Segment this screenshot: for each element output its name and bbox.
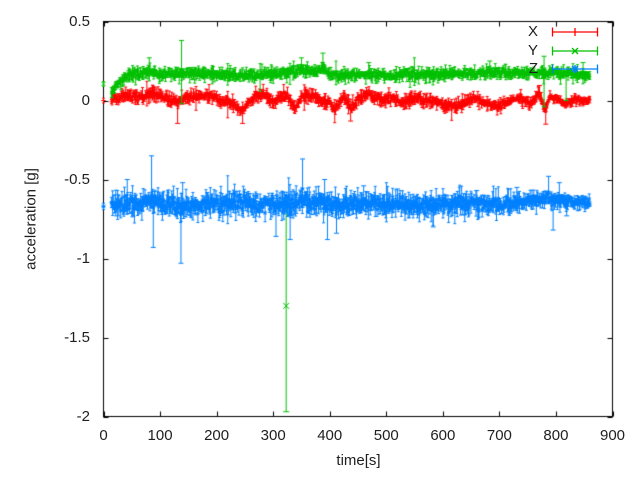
x-tick-label: 400: [317, 427, 343, 444]
legend-label-z: Z: [528, 60, 538, 77]
y-tick-label: -1: [76, 249, 90, 267]
legend-sample-errorbar-y: [551, 46, 599, 55]
x-axis-title: time[s]: [336, 452, 381, 469]
x-tick-label: 300: [260, 427, 286, 444]
y-tick-label: -0.5: [64, 170, 90, 188]
x-tick-label: 100: [147, 427, 173, 444]
legend-label-x: X: [527, 23, 538, 40]
x-tick-label: 500: [373, 427, 399, 444]
y-tick-label: 0.5: [69, 12, 90, 30]
y-tick-label: -1.5: [64, 328, 90, 346]
x-tick-label: 0: [99, 427, 108, 444]
x-tick-label: 800: [543, 427, 569, 444]
x-tick-label: 900: [599, 427, 626, 444]
legend-sample-errorbar-x: [551, 27, 599, 37]
legend-sample-errorbar-z: [551, 64, 599, 74]
y-tick-label: -2: [76, 407, 90, 425]
x-tick-label: 700: [486, 427, 512, 444]
legend-label-y: Y: [527, 41, 538, 59]
x-tick-label: 600: [430, 427, 456, 444]
x-tick-label: 200: [204, 427, 230, 444]
y-tick-label: 0: [81, 91, 90, 109]
